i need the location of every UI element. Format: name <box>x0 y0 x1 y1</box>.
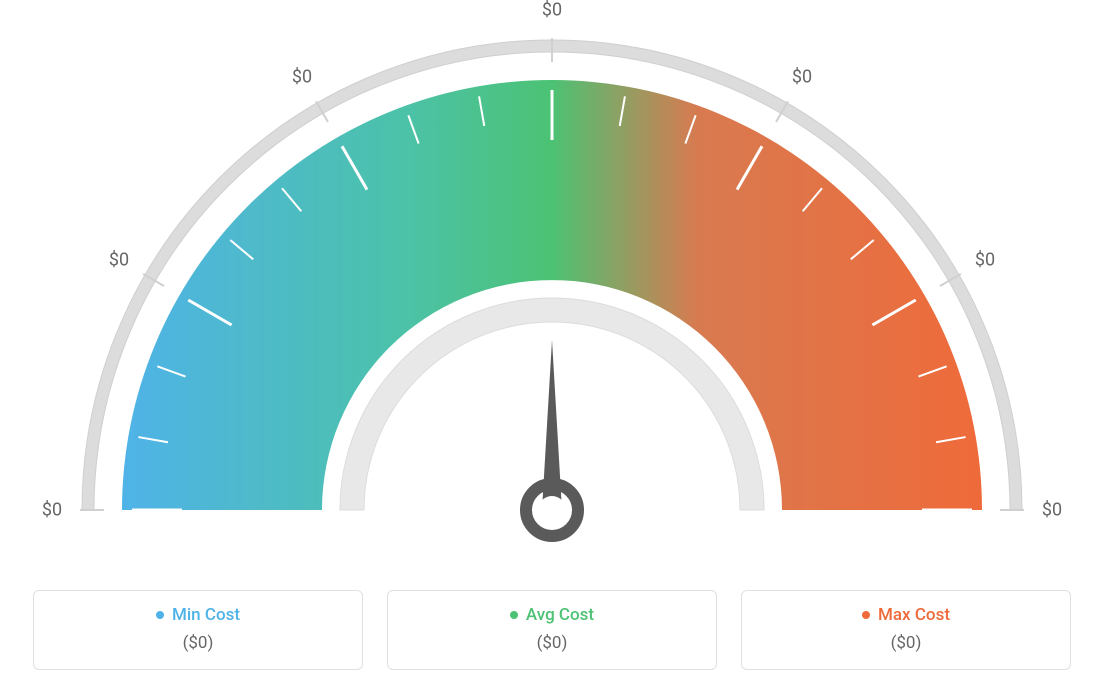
legend-card-min: Min Cost ($0) <box>33 590 363 670</box>
gauge-tick-label: $0 <box>542 0 562 21</box>
legend-label-avg: Avg Cost <box>526 605 594 625</box>
gauge-tick-label: $0 <box>109 250 129 271</box>
legend-title-avg: Avg Cost <box>406 605 698 625</box>
gauge-tick-label: $0 <box>975 250 995 271</box>
legend-title-max: Max Cost <box>760 605 1052 625</box>
legend-card-avg: Avg Cost ($0) <box>387 590 717 670</box>
legend-title-min: Min Cost <box>52 605 344 625</box>
gauge-tick-label: $0 <box>292 66 312 87</box>
gauge-wrap: $0 $0 $0 $0 $0 $0 $0 <box>0 0 1104 570</box>
legend-value-avg: ($0) <box>406 633 698 653</box>
legend-value-max: ($0) <box>760 633 1052 653</box>
gauge-tick-label: $0 <box>42 500 62 521</box>
gauge-tick-label: $0 <box>792 66 812 87</box>
legend-dot-max <box>862 611 870 619</box>
legend-label-min: Min Cost <box>172 605 240 625</box>
legend-row: Min Cost ($0) Avg Cost ($0) Max Cost ($0… <box>0 590 1104 690</box>
gauge-svg <box>0 0 1104 570</box>
legend-label-max: Max Cost <box>878 605 950 625</box>
legend-dot-min <box>156 611 164 619</box>
legend-value-min: ($0) <box>52 633 344 653</box>
gauge-chart-container: $0 $0 $0 $0 $0 $0 $0 Min Cost ($0) Avg Cost ($… <box>0 0 1104 690</box>
legend-card-max: Max Cost ($0) <box>741 590 1071 670</box>
gauge-tick-label: $0 <box>1042 500 1062 521</box>
legend-dot-avg <box>510 611 518 619</box>
